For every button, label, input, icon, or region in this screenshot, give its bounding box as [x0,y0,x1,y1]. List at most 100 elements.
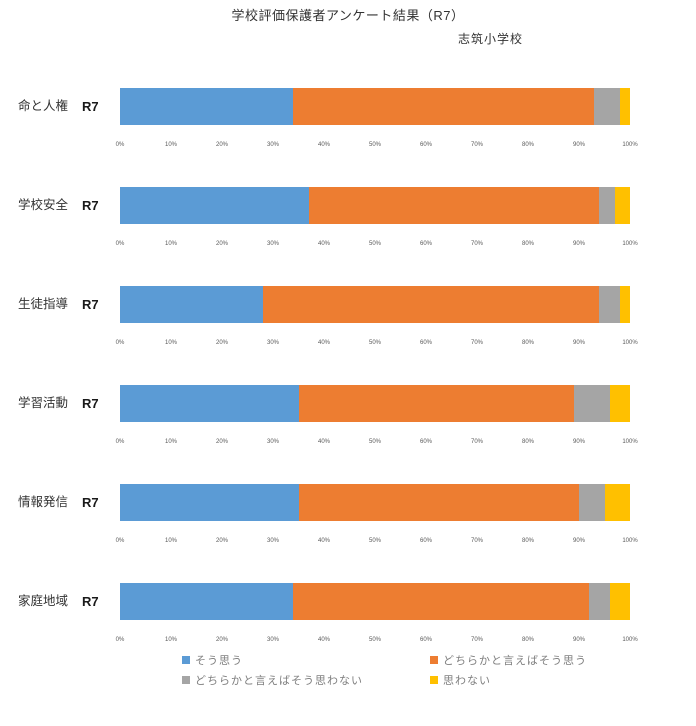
category-label: 学習活動 [18,396,69,410]
axis-tick-label: 0% [115,538,125,544]
axis-tick-label: 50% [368,637,382,643]
axis-tick-label: 80% [521,241,535,247]
axis-tick-label: 30% [266,241,280,247]
chart-block: 生徒指導 R7 0% 10% 20% 30% 40% 50% 60% 70% 80% 90% 100% [0,286,696,385]
row-label: R7 [82,297,99,312]
axis-tick-label: 50% [368,439,382,445]
axis-tick-label: 20% [215,637,229,643]
axis-tick-label: 0% [115,340,125,346]
axis-tick-label: 90% [572,439,586,445]
legend-swatch-icon [182,656,190,664]
bar-segment [609,385,630,422]
bar-segment [298,484,579,521]
category-label: 生徒指導 [18,297,69,311]
x-axis: 0% 10% 20% 30% 40% 50% 60% 70% 80% 90% 100% [116,538,638,548]
axis-tick-label: 90% [572,241,586,247]
row-label: R7 [82,495,99,510]
bar-segment [308,187,600,224]
legend-label: どちらかと言えばそう思わない [195,675,363,687]
axis-tick-label: 10% [164,340,178,346]
axis-tick-label: 10% [164,439,178,445]
axis-tick-label: 70% [470,340,484,346]
bar-segment [120,484,299,521]
axis-tick-label: 60% [419,439,433,445]
axis-tick-label: 40% [317,637,331,643]
x-axis: 0% 10% 20% 30% 40% 50% 60% 70% 80% 90% 100% [116,241,638,251]
bar-segment [298,385,574,422]
legend-label: 思わない [443,675,491,687]
axis-tick-label: 100% [622,439,638,445]
axis-tick-label: 100% [622,241,638,247]
x-axis: 0% 10% 20% 30% 40% 50% 60% 70% 80% 90% 100% [116,637,638,647]
legend-item: どちらかと言えばそう思う [430,652,696,668]
school-name-label: 志筑小学校 [458,32,524,46]
axis-tick-label: 70% [470,142,484,148]
axis-tick-label: 100% [622,340,638,346]
axis-tick-label: 50% [368,538,382,544]
chart-title: 学校評価保護者アンケート結果（R7） [231,8,465,23]
plot-area: 0% 10% 20% 30% 40% 50% 60% 70% 80% 90% 100% [116,583,638,647]
axis-tick-label: 60% [419,340,433,346]
bar-segment [120,88,294,125]
axis-tick-label: 90% [572,142,586,148]
axis-tick-label: 30% [266,439,280,445]
chart-block: 情報発信 R7 0% 10% 20% 30% 40% 50% 60% 70% 80% 90% 100% [0,484,696,583]
axis-tick-label: 10% [164,538,178,544]
bar-segment [579,484,605,521]
axis-tick-label: 70% [470,637,484,643]
legend-swatch-icon [430,656,438,664]
bar-segment [293,88,595,125]
axis-tick-label: 0% [115,637,125,643]
axis-tick-label: 20% [215,538,229,544]
plot-area: 0% 10% 20% 30% 40% 50% 60% 70% 80% 90% 100% [116,286,638,350]
bar-segment [594,88,620,125]
bar-segment [120,286,263,323]
stacked-bar [120,286,630,323]
bar-segment [589,583,610,620]
axis-tick-label: 100% [622,538,638,544]
legend-label: どちらかと言えばそう思う [443,655,587,667]
axis-tick-label: 30% [266,637,280,643]
axis-tick-label: 30% [266,142,280,148]
bar-segment [120,583,294,620]
axis-tick-label: 30% [266,340,280,346]
legend: そう思う どちらかと言えばそう思うどちらかと言えばそう思わない 思わない [182,652,696,688]
bar-segment [619,286,630,323]
legend-item: そう思う [182,652,430,668]
stacked-bar [120,583,630,620]
axis-tick-label: 60% [419,538,433,544]
axis-tick-label: 10% [164,241,178,247]
chart-block: 命と人権 R7 0% 10% 20% 30% 40% 50% 60% 70% 80% 90% 100% [0,88,696,187]
row-label: R7 [82,396,99,411]
bar-segment [609,583,630,620]
axis-tick-label: 60% [419,637,433,643]
chart-block: 学校安全 R7 0% 10% 20% 30% 40% 50% 60% 70% 80% 90% 100% [0,187,696,286]
bar-segment [120,187,309,224]
axis-tick-label: 80% [521,637,535,643]
bar-segment [599,286,620,323]
x-axis: 0% 10% 20% 30% 40% 50% 60% 70% 80% 90% 100% [116,340,638,350]
legend-item: 思わない [430,672,696,688]
bar-segment [604,484,630,521]
axis-tick-label: 40% [317,340,331,346]
plot-area: 0% 10% 20% 30% 40% 50% 60% 70% 80% 90% 100% [116,88,638,152]
row-label: R7 [82,198,99,213]
axis-tick-label: 40% [317,439,331,445]
axis-tick-label: 40% [317,538,331,544]
chart-block: 学習活動 R7 0% 10% 20% 30% 40% 50% 60% 70% 80% 90% 100% [0,385,696,484]
axis-tick-label: 40% [317,241,331,247]
axis-tick-label: 80% [521,340,535,346]
category-label: 命と人権 [18,99,69,113]
x-axis: 0% 10% 20% 30% 40% 50% 60% 70% 80% 90% 100% [116,439,638,449]
axis-tick-label: 80% [521,439,535,445]
axis-tick-label: 10% [164,637,178,643]
axis-tick-label: 0% [115,439,125,445]
legend-swatch-icon [430,676,438,684]
axis-tick-label: 90% [572,637,586,643]
stacked-bar [120,484,630,521]
legend-label: そう思う [195,655,243,667]
legend-item: どちらかと言えばそう思わない [182,672,430,688]
stacked-bar [120,187,630,224]
axis-tick-label: 80% [521,538,535,544]
